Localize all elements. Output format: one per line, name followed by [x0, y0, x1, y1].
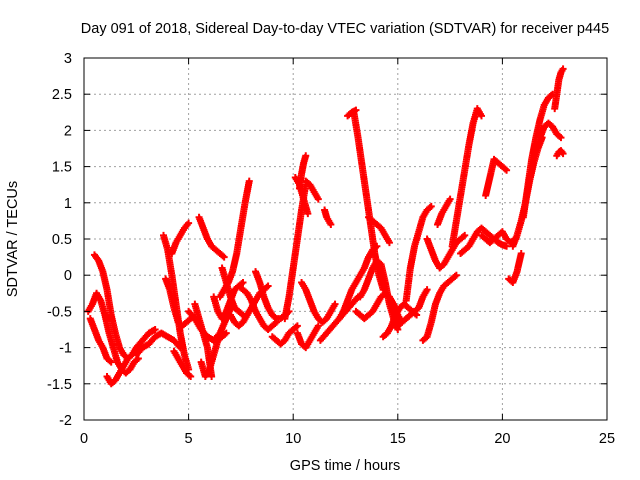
- y-tick-label: 2: [64, 123, 72, 139]
- y-tick-label: 0: [64, 268, 72, 284]
- data-point: [461, 231, 469, 239]
- y-tick-label: 3: [64, 51, 72, 67]
- data-point: [452, 271, 460, 279]
- x-tick-label: 25: [599, 431, 615, 447]
- y-tick-label: 1: [64, 196, 72, 212]
- y-tick-label: 2.5: [52, 87, 72, 103]
- data-point: [302, 152, 310, 160]
- data-point: [559, 150, 567, 158]
- x-tick-label: 5: [185, 431, 193, 447]
- chart-title: Day 091 of 2018, Sidereal Day-to-day VTE…: [81, 21, 609, 37]
- data-point: [151, 326, 159, 333]
- data-points-layer: [84, 65, 567, 388]
- data-point: [373, 242, 381, 250]
- data-point: [222, 329, 230, 337]
- data-point: [503, 166, 511, 174]
- data-point: [559, 65, 567, 73]
- data-point: [385, 239, 393, 247]
- y-axis-label: SDTVAR / TECUs: [5, 181, 21, 297]
- data-point: [314, 195, 322, 203]
- data-point: [331, 300, 339, 308]
- data-point: [220, 253, 228, 261]
- data-point: [557, 134, 565, 142]
- data-point: [208, 373, 216, 381]
- x-tick-label: 20: [494, 431, 510, 447]
- data-point: [187, 373, 195, 381]
- y-tick-label: 1.5: [52, 160, 72, 176]
- data-point: [446, 195, 454, 203]
- data-point: [107, 358, 115, 366]
- data-point: [239, 278, 247, 286]
- y-tick-label: 0.5: [52, 232, 72, 248]
- data-point: [245, 177, 253, 185]
- ticks-layer: 0 5 10 15 20 25 -2 -1.5 -1 -0.5 0 0.5 1 1.5 2 2.5 3: [47, 51, 615, 447]
- data-point: [427, 202, 435, 210]
- x-tick-label: 0: [80, 431, 88, 447]
- data-point: [314, 322, 322, 330]
- y-tick-label: -1.5: [47, 377, 72, 393]
- data-point: [503, 242, 511, 250]
- data-point: [477, 112, 485, 120]
- data-point: [264, 282, 272, 290]
- x-tick-label: 15: [390, 431, 406, 447]
- x-axis-label: GPS time / hours: [290, 458, 400, 474]
- data-point: [517, 249, 525, 257]
- data-point: [304, 210, 312, 218]
- x-tick-label: 10: [285, 431, 301, 447]
- y-tick-label: -1: [59, 341, 72, 357]
- y-tick-label: -0.5: [47, 304, 72, 320]
- data-point: [327, 221, 335, 229]
- data-point: [293, 322, 301, 330]
- data-point: [185, 219, 193, 227]
- y-tick-label: -2: [59, 413, 72, 429]
- data-point: [423, 286, 431, 294]
